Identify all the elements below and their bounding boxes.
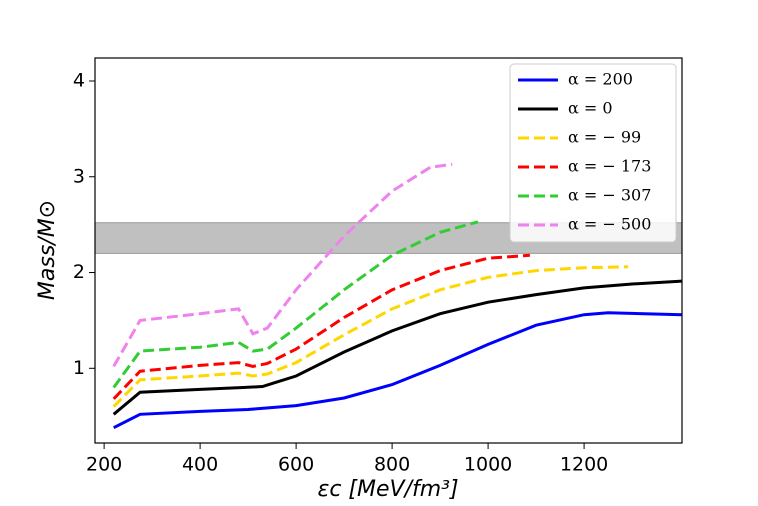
y-tick-label: 2	[73, 261, 85, 283]
legend-label: α = − 307	[568, 186, 651, 205]
series-line	[112, 253, 531, 400]
series-line	[112, 162, 453, 368]
legend-label: α = − 173	[568, 157, 651, 176]
series-line	[112, 265, 629, 408]
x-tick-label: 400	[182, 454, 218, 476]
plot-frame	[94, 57, 683, 444]
x-tick-label: 1200	[560, 454, 608, 476]
y-tick-label: 4	[73, 69, 85, 91]
legend-label: α = − 99	[568, 128, 641, 147]
legend-label: α = 0	[568, 99, 613, 118]
x-tick-label: 1000	[464, 454, 512, 476]
series-line	[112, 279, 682, 416]
x-axis-label: εc [MeV/fm³]	[317, 477, 458, 502]
x-tick-label: 600	[278, 454, 314, 476]
series-line	[112, 220, 479, 389]
x-tick-label: 800	[374, 454, 410, 476]
legend-label: α = 200	[568, 70, 633, 89]
y-tick-label: 1	[73, 357, 85, 379]
series-line	[113, 311, 682, 430]
legend-label: α = − 500	[568, 215, 651, 234]
y-tick-label: 3	[73, 165, 85, 187]
y-axis-label: Mass/M⊙	[35, 200, 60, 300]
plot-area	[112, 162, 682, 430]
x-tick-label: 200	[86, 454, 122, 476]
